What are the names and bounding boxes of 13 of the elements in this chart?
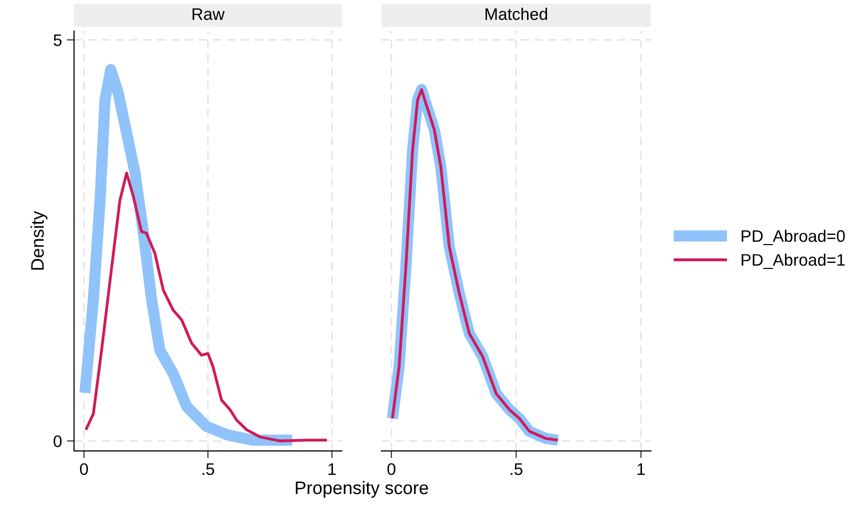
x-tick-label: 1 (638, 463, 645, 475)
x-tick-label: 1 (328, 463, 336, 475)
chart-title: Raw (192, 8, 225, 20)
legend-label: PD_Abroad=1 (742, 254, 845, 269)
y-axis-title: Density (30, 210, 48, 270)
legend-label: PD_Abroad=0 (742, 230, 845, 246)
x-tick-label: 0 (80, 463, 88, 476)
x-axis-title: Propensity score (296, 480, 428, 498)
x-tick-label: .5 (202, 463, 214, 476)
chart-title: Matched (486, 8, 548, 20)
x-tick-label: .5 (510, 463, 522, 476)
y-tick-label: 5 (54, 34, 62, 46)
x-tick-label: 0 (387, 463, 396, 476)
